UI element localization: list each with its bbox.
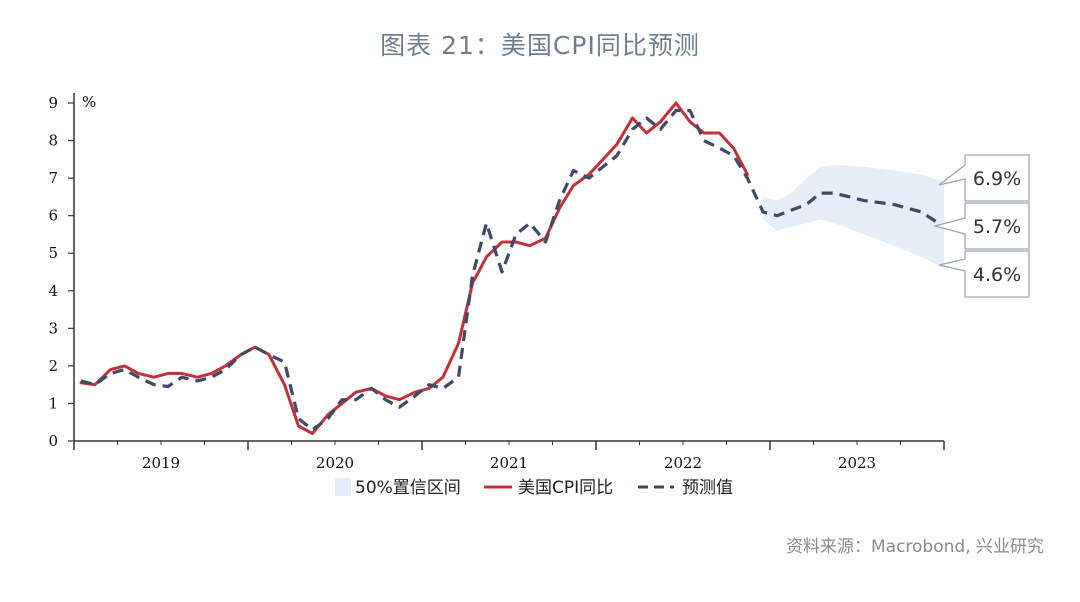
x-tick-label: 2020 — [316, 454, 354, 472]
y-tick-label: 1 — [48, 394, 58, 412]
legend-label-cpi: 美国CPI同比 — [518, 478, 613, 498]
callout-label: 6.9% — [973, 168, 1021, 190]
x-tick-label: 2021 — [490, 454, 528, 472]
callout-layer: 6.9% 5.7% 4.6% — [932, 154, 1030, 298]
series-line-cpi — [79, 101, 749, 435]
callout-box — [932, 202, 1030, 250]
confidence-band — [763, 165, 944, 269]
confidence-band-layer — [763, 165, 944, 269]
callout-box — [938, 250, 1030, 298]
axes-layer: 0 1 2 3 4 5 6 7 8 9 % 2019 2020 2021 2022 2023 — [48, 93, 945, 472]
series-line-forecast — [80, 108, 945, 432]
callout-label: 4.6% — [973, 264, 1021, 286]
y-tick-label: 5 — [48, 244, 58, 262]
y-tick-label: 2 — [48, 357, 58, 375]
y-axis-unit: % — [82, 93, 96, 111]
series-layer — [79, 101, 945, 435]
source-note: 资料来源：Macrobond, 兴业研究 — [785, 537, 1044, 557]
x-tick-label: 2022 — [664, 454, 702, 472]
y-tick-label: 7 — [48, 169, 58, 187]
y-tick-label: 0 — [48, 432, 58, 450]
legend-label-band: 50%置信区间 — [355, 478, 461, 498]
chart-title: 图表 21：美国CPI同比预测 — [380, 31, 700, 60]
legend: 50%置信区间 美国CPI同比 预测值 — [335, 478, 733, 498]
callout-box — [938, 154, 1030, 202]
callout-label: 5.7% — [973, 216, 1021, 238]
y-tick-label: 8 — [48, 132, 58, 150]
y-tick-label: 9 — [48, 94, 58, 112]
x-tick-label: 2019 — [142, 454, 180, 472]
y-tick-label: 6 — [48, 207, 58, 225]
y-tick-label: 3 — [48, 319, 58, 337]
x-tick-label: 2023 — [838, 454, 876, 472]
legend-swatch-band — [335, 478, 351, 496]
legend-label-forecast: 预测值 — [682, 478, 733, 498]
y-tick-label: 4 — [48, 282, 58, 300]
